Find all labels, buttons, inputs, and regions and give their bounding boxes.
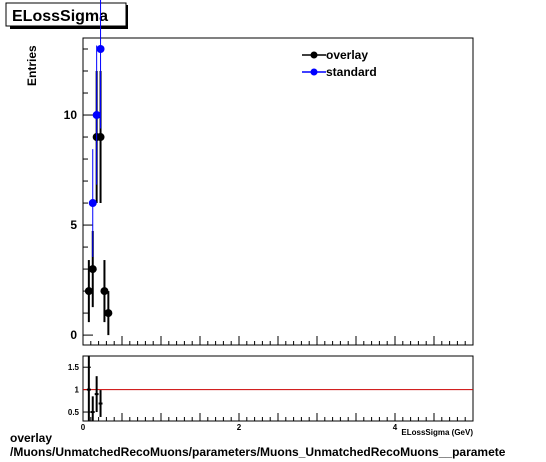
y-tick-label: 0 — [70, 328, 77, 342]
y-tick-label: 10 — [64, 108, 78, 122]
legend: overlay standard — [302, 48, 377, 79]
ratio-x-tick-label: 2 — [237, 423, 242, 432]
ratio-x-tick-label: 0 — [81, 423, 86, 432]
legend-standard-label: standard — [326, 65, 377, 79]
overlay-point — [104, 309, 113, 318]
overlay-point — [84, 287, 93, 296]
x-axis-label: ELossSigma (GeV) — [401, 428, 473, 437]
main-plot-frame — [82, 37, 474, 346]
title-box: ELossSigma — [5, 2, 128, 29]
y-axis-label: Entries — [25, 45, 39, 86]
footer-overlay-label: overlay — [10, 431, 53, 445]
legend-standard-marker — [310, 68, 318, 76]
ratio-y-tick-label: 0.5 — [68, 408, 80, 417]
ratio-y-tick-label: 1.5 — [68, 363, 80, 372]
legend-overlay-label: overlay — [326, 48, 368, 62]
ratio-x-tick-label: 4 — [393, 423, 398, 432]
main-axis: 0 5 10 — [64, 48, 474, 345]
ratio-plot-frame — [82, 355, 474, 422]
ratio-axis: 0.5 1 1.5 0 2 4 — [68, 363, 474, 432]
legend-overlay-marker — [310, 51, 318, 59]
title-box-frame — [5, 2, 127, 27]
chart-title: ELossSigma — [12, 8, 108, 25]
ratio-data-marks — [83, 356, 473, 421]
standard-point — [96, 45, 105, 54]
ratio-y-tick-label: 1 — [75, 386, 80, 395]
overlay-point — [96, 133, 105, 142]
overlay-point — [100, 287, 109, 296]
overlay-point — [88, 265, 97, 274]
main-data-marks — [84, 0, 113, 336]
standard-point — [92, 111, 101, 120]
footer-path-label: /Muons/UnmatchedRecoMuons/parameters/Muo… — [10, 445, 506, 459]
standard-point — [88, 199, 97, 208]
y-tick-label: 5 — [70, 218, 77, 232]
